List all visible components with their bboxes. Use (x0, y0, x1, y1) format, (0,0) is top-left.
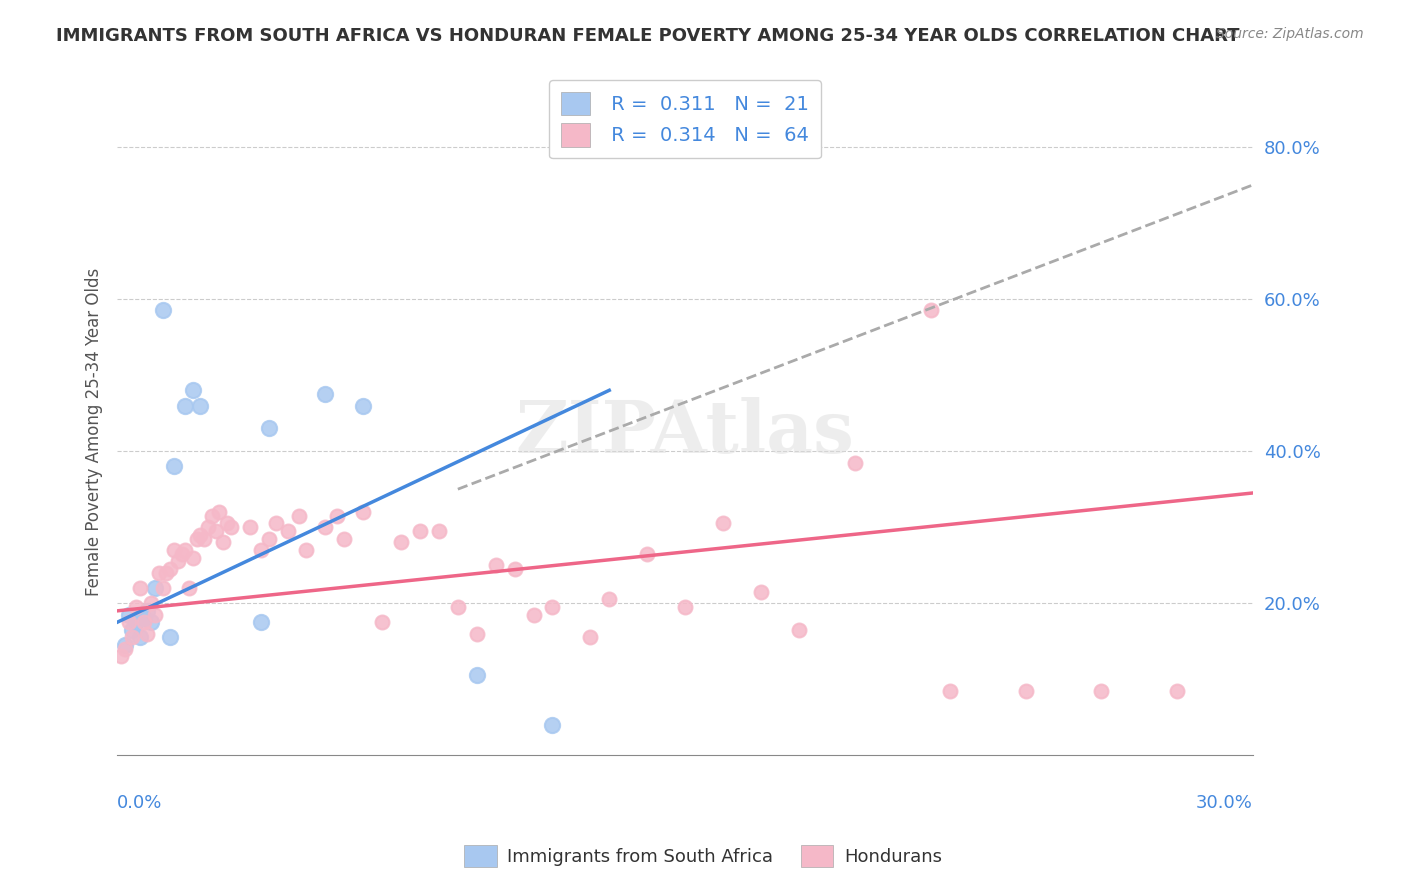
Point (129, 581, 152, 595)
Y-axis label: Female Poverty Among 25-34 Year Olds: Female Poverty Among 25-34 Year Olds (86, 268, 103, 596)
Point (208, 505, 231, 519)
Point (181, 384, 204, 398)
Point (314, 387, 336, 401)
Point (389, 535, 412, 549)
Point (939, 683, 962, 698)
Point (159, 562, 181, 576)
Point (114, 641, 136, 656)
Point (333, 532, 356, 546)
Point (152, 303, 174, 318)
Point (522, 607, 544, 622)
Point (485, 558, 508, 573)
Point (844, 456, 866, 470)
Point (920, 303, 942, 318)
Point (579, 631, 602, 645)
Point (204, 524, 226, 538)
Point (166, 554, 188, 568)
Point (541, 600, 564, 615)
Point (636, 547, 658, 561)
Point (148, 566, 170, 580)
Point (125, 615, 148, 630)
Point (219, 520, 242, 534)
Text: Source: ZipAtlas.com: Source: ZipAtlas.com (1216, 27, 1364, 41)
Text: ZIPAtlas: ZIPAtlas (516, 397, 855, 467)
Point (711, 516, 734, 531)
Point (190, 399, 212, 413)
Point (174, 399, 197, 413)
Point (257, 532, 280, 546)
Point (117, 615, 139, 630)
Point (250, 543, 273, 558)
Point (409, 524, 432, 538)
Point (352, 399, 374, 413)
Point (155, 566, 177, 580)
Point (141, 596, 163, 610)
Point (1090, 683, 1112, 698)
Point (325, 508, 347, 523)
Point (288, 508, 311, 523)
Point (215, 516, 238, 531)
Point (673, 600, 696, 615)
Point (110, 649, 132, 664)
Point (447, 600, 470, 615)
Point (1166, 683, 1188, 698)
Point (121, 623, 143, 637)
Point (132, 611, 155, 625)
Point (136, 626, 159, 640)
Point (163, 543, 186, 558)
Point (181, 550, 204, 565)
Point (143, 607, 166, 622)
Point (598, 592, 620, 607)
Text: 30.0%: 30.0% (1197, 794, 1253, 812)
Point (174, 543, 197, 558)
Point (239, 520, 262, 534)
Point (250, 615, 273, 630)
Point (190, 528, 212, 542)
Point (163, 459, 186, 474)
Point (136, 604, 159, 618)
Point (186, 532, 208, 546)
Point (152, 581, 174, 595)
Point (295, 543, 318, 558)
Text: IMMIGRANTS FROM SOUTH AFRICA VS HONDURAN FEMALE POVERTY AMONG 25-34 YEAR OLDS CO: IMMIGRANTS FROM SOUTH AFRICA VS HONDURAN… (56, 27, 1240, 45)
Point (465, 626, 488, 640)
Point (114, 638, 136, 652)
Point (352, 505, 374, 519)
Point (1014, 683, 1036, 698)
Point (276, 524, 298, 538)
Point (193, 532, 215, 546)
Legend:  R =  0.311   N =  21,  R =  0.314   N =  64: R = 0.311 N = 21, R = 0.314 N = 64 (548, 80, 821, 159)
Point (177, 581, 200, 595)
Point (159, 631, 181, 645)
Point (121, 631, 143, 645)
Point (201, 508, 224, 523)
Point (132, 615, 155, 630)
Point (427, 524, 450, 538)
Point (197, 520, 219, 534)
Point (503, 562, 526, 576)
Point (371, 615, 394, 630)
Point (143, 581, 166, 595)
Point (141, 615, 163, 630)
Point (125, 600, 148, 615)
Point (465, 668, 488, 682)
Point (129, 631, 152, 645)
Point (257, 421, 280, 435)
Point (117, 607, 139, 622)
Point (749, 585, 772, 599)
Point (212, 535, 235, 549)
Point (314, 520, 336, 534)
Point (541, 718, 564, 732)
Point (170, 547, 193, 561)
Point (264, 516, 287, 531)
Text: 0.0%: 0.0% (117, 794, 163, 812)
Legend: Immigrants from South Africa, Hondurans: Immigrants from South Africa, Hondurans (457, 838, 949, 874)
Point (787, 623, 810, 637)
